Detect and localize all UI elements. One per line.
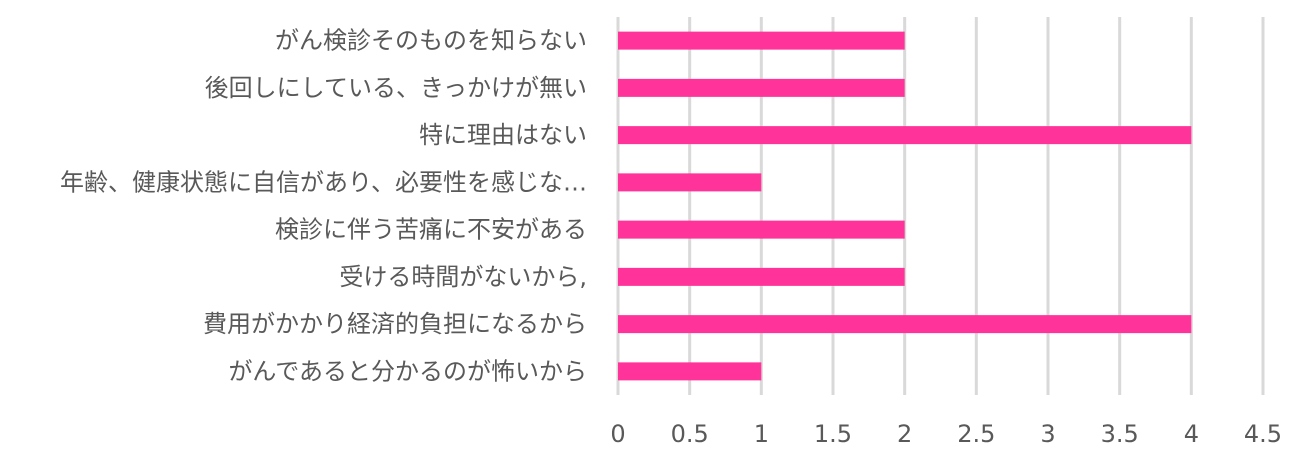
gridlines [616, 17, 1265, 395]
category-label: 検診に伴う苦痛に不安がある [275, 216, 587, 244]
x-tick-label: 4 [1184, 420, 1199, 448]
category-labels: がん検診そのものを知らない後回しにしている、きっかけが無い特に理由はない年齢、健… [60, 27, 587, 386]
bar [618, 173, 762, 192]
x-tick-label: 1 [754, 420, 769, 448]
x-tick-label: 3 [1040, 420, 1055, 448]
bar [618, 31, 905, 50]
x-tick-label: 3.5 [1101, 420, 1139, 448]
x-tick-label: 2 [897, 420, 912, 448]
bar-series [618, 31, 1192, 381]
category-label: がん検診そのものを知らない [275, 27, 587, 55]
x-tick-label: 0 [610, 420, 625, 448]
x-tick-label: 2.5 [957, 420, 995, 448]
x-tick-label: 0.5 [671, 420, 709, 448]
category-label: 特に理由はない [419, 121, 587, 149]
category-label: 費用がかかり経済的負担になるから [203, 310, 587, 338]
bar [618, 78, 905, 97]
bar [618, 362, 762, 381]
x-tick-labels: 0 0.5 1 1.5 2 2.5 3 3.5 4 4.5 [610, 420, 1282, 448]
bar [618, 126, 1192, 145]
bar [618, 315, 1192, 334]
category-label: 後回しにしている、きっかけが無い [205, 74, 587, 102]
category-label: 受ける時間がないから, [339, 263, 587, 291]
bar [618, 220, 905, 239]
bar [618, 267, 905, 286]
x-tick-label: 4.5 [1244, 420, 1282, 448]
category-label: 年齢、健康状態に自信があり、必要性を感じな… [60, 168, 587, 196]
x-tick-label: 1.5 [814, 420, 852, 448]
category-label: がんであると分かるのが怖いから [228, 357, 587, 385]
